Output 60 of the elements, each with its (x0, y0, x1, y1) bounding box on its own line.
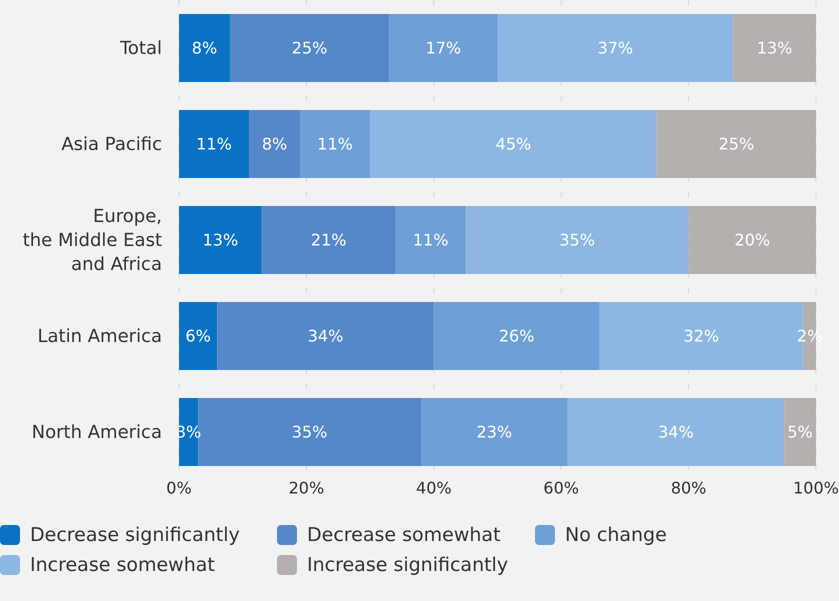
data-label: 8% (192, 38, 218, 58)
data-label: 11% (412, 230, 448, 250)
data-label: 11% (317, 134, 353, 154)
y-tick-label: Europe, the Middle East and Africa (22, 206, 162, 274)
bar (370, 110, 657, 178)
legend-label: Increase significantly (307, 554, 508, 576)
legend-label: Decrease significantly (30, 524, 240, 546)
x-tick-label: 40% (416, 478, 452, 498)
bar (688, 206, 816, 274)
data-label: 21% (310, 230, 346, 250)
y-tick-label: North America (32, 422, 162, 442)
data-label: 34% (658, 422, 694, 442)
data-label: 11% (196, 134, 232, 154)
data-label: 25% (718, 134, 754, 154)
bar (396, 206, 466, 274)
x-tick-label: 0% (166, 478, 192, 498)
data-label: 35% (292, 422, 328, 442)
y-tick-label: Latin America (38, 326, 162, 346)
data-label: 8% (262, 134, 288, 154)
bar (466, 206, 689, 274)
bar (389, 14, 498, 82)
data-label: 6% (185, 326, 211, 346)
legend-label: No change (565, 524, 667, 546)
bar (179, 206, 262, 274)
data-label: 45% (496, 134, 532, 154)
x-tick-label: 80% (670, 478, 706, 498)
data-label: 37% (598, 38, 634, 58)
bar (179, 302, 218, 370)
bar (568, 398, 784, 466)
data-label: 5% (787, 422, 813, 442)
bar (733, 14, 816, 82)
data-label: 13% (756, 38, 792, 58)
y-tick-label: Total (118, 38, 162, 58)
x-tick-label: 60% (543, 478, 579, 498)
bar (784, 398, 816, 466)
data-label: 26% (498, 326, 534, 346)
y-tick-label: Asia Pacific (61, 134, 162, 154)
data-label: 25% (292, 38, 328, 58)
x-tick-label: 20% (288, 478, 324, 498)
data-label: 32% (684, 326, 720, 346)
bar (249, 110, 300, 178)
legend-label: Decrease somewhat (307, 524, 501, 546)
bar (179, 14, 230, 82)
bar (217, 302, 434, 370)
bar (230, 14, 390, 82)
data-label: 35% (559, 230, 595, 250)
bar (498, 14, 734, 82)
data-label: 13% (202, 230, 238, 250)
bar (434, 302, 600, 370)
x-tick-label: 100% (793, 478, 839, 498)
data-label: 34% (308, 326, 344, 346)
data-label: 23% (476, 422, 512, 442)
bar (179, 110, 250, 178)
bar (262, 206, 396, 274)
bar (300, 110, 370, 178)
bar (421, 398, 568, 466)
data-label: 17% (426, 38, 462, 58)
legend-label: Increase somewhat (30, 554, 215, 576)
bar (656, 110, 816, 178)
data-label: 20% (734, 230, 770, 250)
